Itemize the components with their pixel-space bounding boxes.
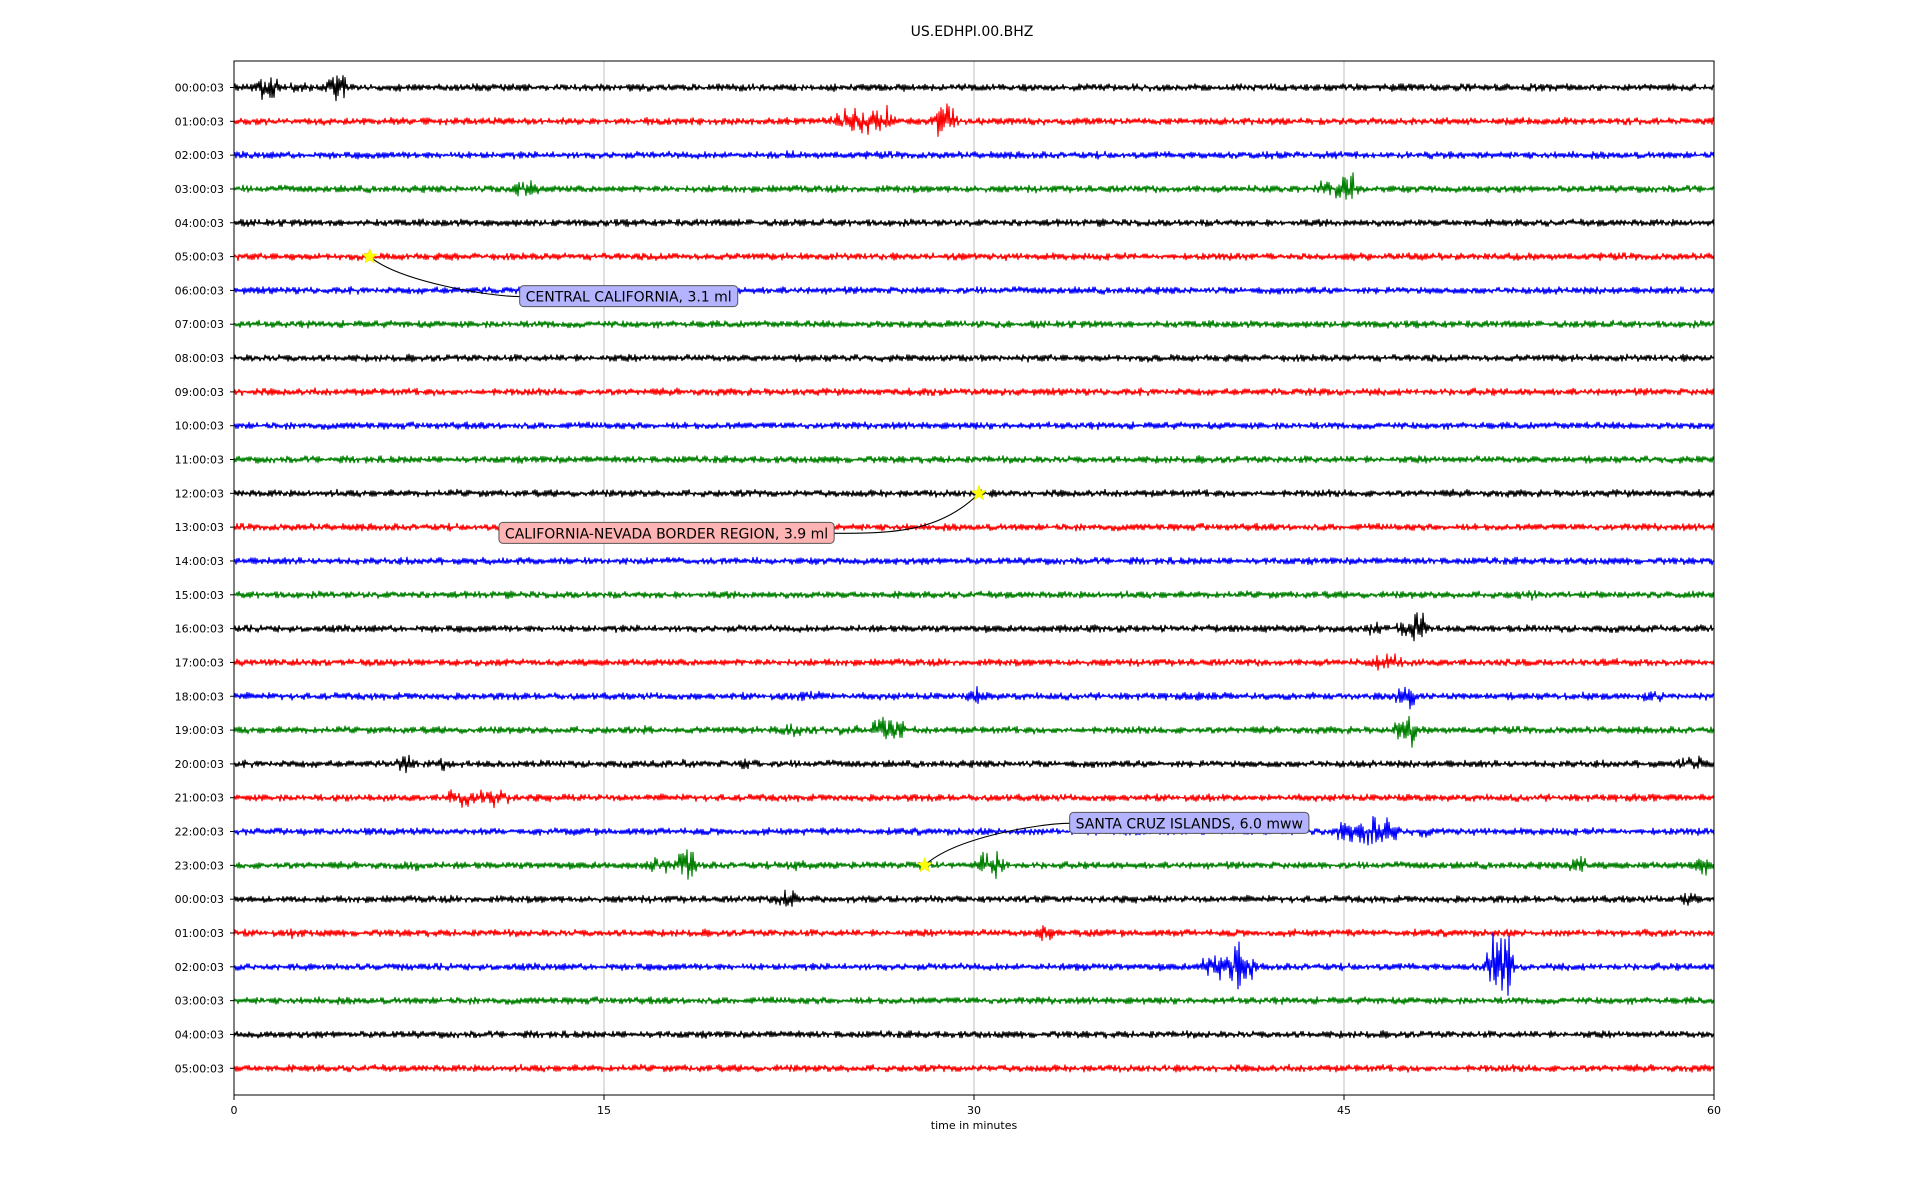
x-tick-label: 60	[1707, 1104, 1721, 1117]
seismic-trace	[233, 996, 1715, 1006]
event-star-marker	[970, 484, 988, 501]
row-time-label: 17:00:03	[175, 656, 224, 669]
chart-title: US.EDHPI.00.BHZ	[911, 24, 1034, 40]
event-annotations: CENTRAL CALIFORNIA, 3.1 ml CALIFORNIA-NEV…	[361, 247, 1310, 873]
seismic-trace	[233, 172, 1715, 200]
seismic-traces	[233, 75, 1715, 1073]
seismic-trace	[233, 455, 1715, 464]
row-time-label: 09:00:03	[175, 386, 224, 399]
seismic-trace	[233, 653, 1715, 671]
event-label-box	[498, 521, 835, 544]
row-time-label: 10:00:03	[175, 420, 224, 433]
row-time-label: 12:00:03	[175, 487, 224, 500]
event-label: SANTA CRUZ ISLANDS, 6.0 mww	[1076, 816, 1303, 832]
seismic-trace	[233, 612, 1715, 642]
row-time-label: 03:00:03	[175, 183, 224, 196]
seismic-trace	[233, 285, 1715, 295]
event-star-marker	[361, 247, 378, 264]
seismic-trace	[233, 754, 1715, 774]
row-time-label: 04:00:03	[175, 1028, 224, 1041]
row-time-label: 13:00:03	[175, 521, 224, 534]
row-time-label: 19:00:03	[175, 724, 224, 737]
event-label: CALIFORNIA-NEVADA BORDER REGION, 3.9 ml	[505, 526, 828, 542]
event-label: CENTRAL CALIFORNIA, 3.1 ml	[526, 290, 732, 306]
seismic-trace	[233, 150, 1715, 160]
event-label-box	[1069, 811, 1310, 834]
row-time-label: 02:00:03	[175, 149, 224, 162]
seismic-trace	[233, 932, 1715, 996]
seismic-trace	[233, 1029, 1715, 1039]
seismic-trace	[233, 789, 1715, 809]
seismic-trace	[233, 556, 1715, 566]
row-time-label: 05:00:03	[175, 251, 224, 264]
row-time-label: 16:00:03	[175, 623, 224, 636]
row-time-label: 00:00:03	[175, 893, 224, 906]
row-time-label: 11:00:03	[175, 454, 224, 467]
row-labels: 00:00:03 01:00:03 02:00:03 03:00:03 04:00:03…	[175, 82, 234, 1075]
event-star-marker	[916, 856, 933, 873]
event-connector	[834, 492, 980, 534]
event-connector	[369, 256, 520, 298]
seismic-trace	[233, 715, 1715, 748]
seismic-trace	[233, 488, 1715, 498]
x-tick-label: 30	[967, 1104, 981, 1117]
row-time-label: 07:00:03	[175, 318, 224, 331]
seismic-trace	[233, 421, 1715, 431]
seismic-trace	[233, 849, 1715, 880]
seismic-trace	[233, 353, 1715, 363]
row-time-label: 21:00:03	[175, 792, 224, 805]
seismic-trace	[233, 815, 1715, 846]
seismic-trace	[233, 1063, 1715, 1073]
row-time-label: 22:00:03	[175, 826, 224, 839]
row-time-label: 14:00:03	[175, 555, 224, 568]
row-time-label: 03:00:03	[175, 995, 224, 1008]
row-time-label: 20:00:03	[175, 758, 224, 771]
event-annotation: CENTRAL CALIFORNIA, 3.1 ml	[361, 247, 739, 308]
x-axis-label: time in minutes	[931, 1119, 1018, 1132]
row-time-label: 02:00:03	[175, 961, 224, 974]
x-tick-label: 45	[1337, 1104, 1351, 1117]
seismic-trace	[233, 103, 1715, 137]
seismic-trace	[233, 889, 1715, 907]
seismic-trace	[233, 589, 1715, 601]
row-time-label: 05:00:03	[175, 1062, 224, 1075]
event-label-box	[519, 285, 739, 308]
seismic-trace	[233, 75, 1715, 102]
row-time-label: 04:00:03	[175, 217, 224, 230]
seismic-trace	[233, 387, 1715, 397]
seismic-trace	[233, 685, 1715, 710]
row-time-label: 15:00:03	[175, 589, 224, 602]
row-time-label: 08:00:03	[175, 352, 224, 365]
row-time-label: 00:00:03	[175, 82, 224, 95]
x-tick-label: 15	[597, 1104, 611, 1117]
seismic-trace	[233, 925, 1715, 942]
row-time-label: 23:00:03	[175, 859, 224, 872]
x-tick-label: 0	[231, 1104, 238, 1117]
x-axis-ticks: 0 15 30 45 60	[231, 1095, 1721, 1117]
event-annotation: SANTA CRUZ ISLANDS, 6.0 mww	[916, 811, 1310, 873]
row-time-label: 01:00:03	[175, 115, 224, 128]
grid-lines	[603, 61, 1345, 1095]
seismic-trace	[233, 522, 1715, 532]
seismic-trace	[233, 218, 1715, 228]
row-time-label: 01:00:03	[175, 927, 224, 940]
seismic-trace	[233, 319, 1715, 329]
row-time-label: 06:00:03	[175, 284, 224, 297]
seismic-trace	[233, 252, 1715, 262]
row-time-label: 18:00:03	[175, 690, 224, 703]
event-connector	[924, 822, 1070, 866]
event-annotation: CALIFORNIA-NEVADA BORDER REGION, 3.9 ml	[498, 484, 988, 544]
